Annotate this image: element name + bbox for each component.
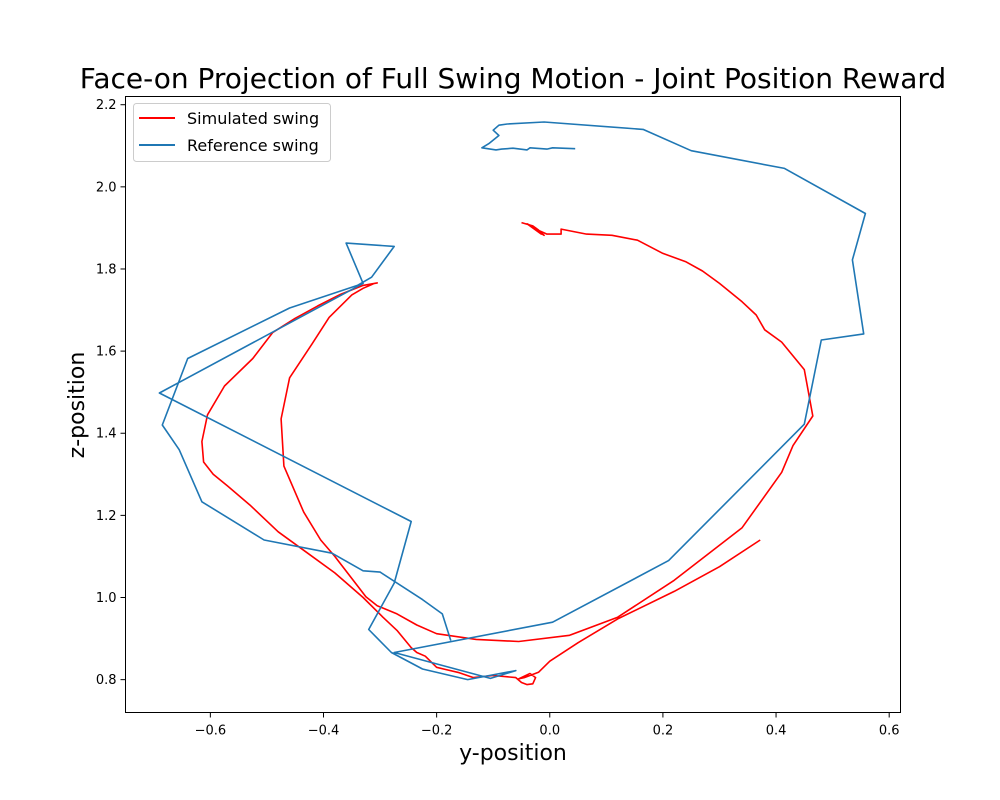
legend-label-simulated: Simulated swing (187, 109, 319, 128)
y-tick-label: 0.8 (96, 673, 117, 688)
y-tick-label: 1.6 (96, 345, 117, 360)
legend: Simulated swing Reference swing (133, 103, 331, 162)
axes-frame (125, 96, 901, 713)
y-axis-label: z-position (65, 352, 90, 459)
legend-frame (133, 103, 331, 162)
x-tick-label: −0.6 (195, 724, 227, 739)
x-tick-label: 0.2 (653, 724, 674, 739)
x-tick-label: −0.4 (308, 724, 340, 739)
series-line-reference-swing (158, 121, 867, 681)
y-tick-label: 2.0 (96, 180, 117, 195)
plot-area (158, 121, 867, 686)
x-tick-label: 0.0 (539, 724, 560, 739)
x-axis-label: y-position (459, 741, 567, 766)
axis-ticks: −0.6 −0.4 −0.2 0.0 0.2 0.4 0.6 0.8 1.0 1.2 1.4 1.6 1… (96, 98, 900, 738)
series-line-simulated-swing (201, 221, 814, 686)
x-tick-label: 0.4 (766, 724, 787, 739)
y-tick-label: 1.2 (96, 509, 117, 524)
y-tick-label: 1.0 (96, 591, 117, 606)
x-tick-label: −0.2 (421, 724, 453, 739)
y-tick-label: 1.4 (96, 427, 117, 442)
legend-label-reference: Reference swing (187, 136, 319, 155)
x-tick-label: 0.6 (879, 724, 900, 739)
y-tick-label: 1.8 (96, 262, 117, 277)
y-tick-label: 2.2 (96, 98, 117, 113)
chart-title: Face-on Projection of Full Swing Motion … (80, 62, 946, 95)
